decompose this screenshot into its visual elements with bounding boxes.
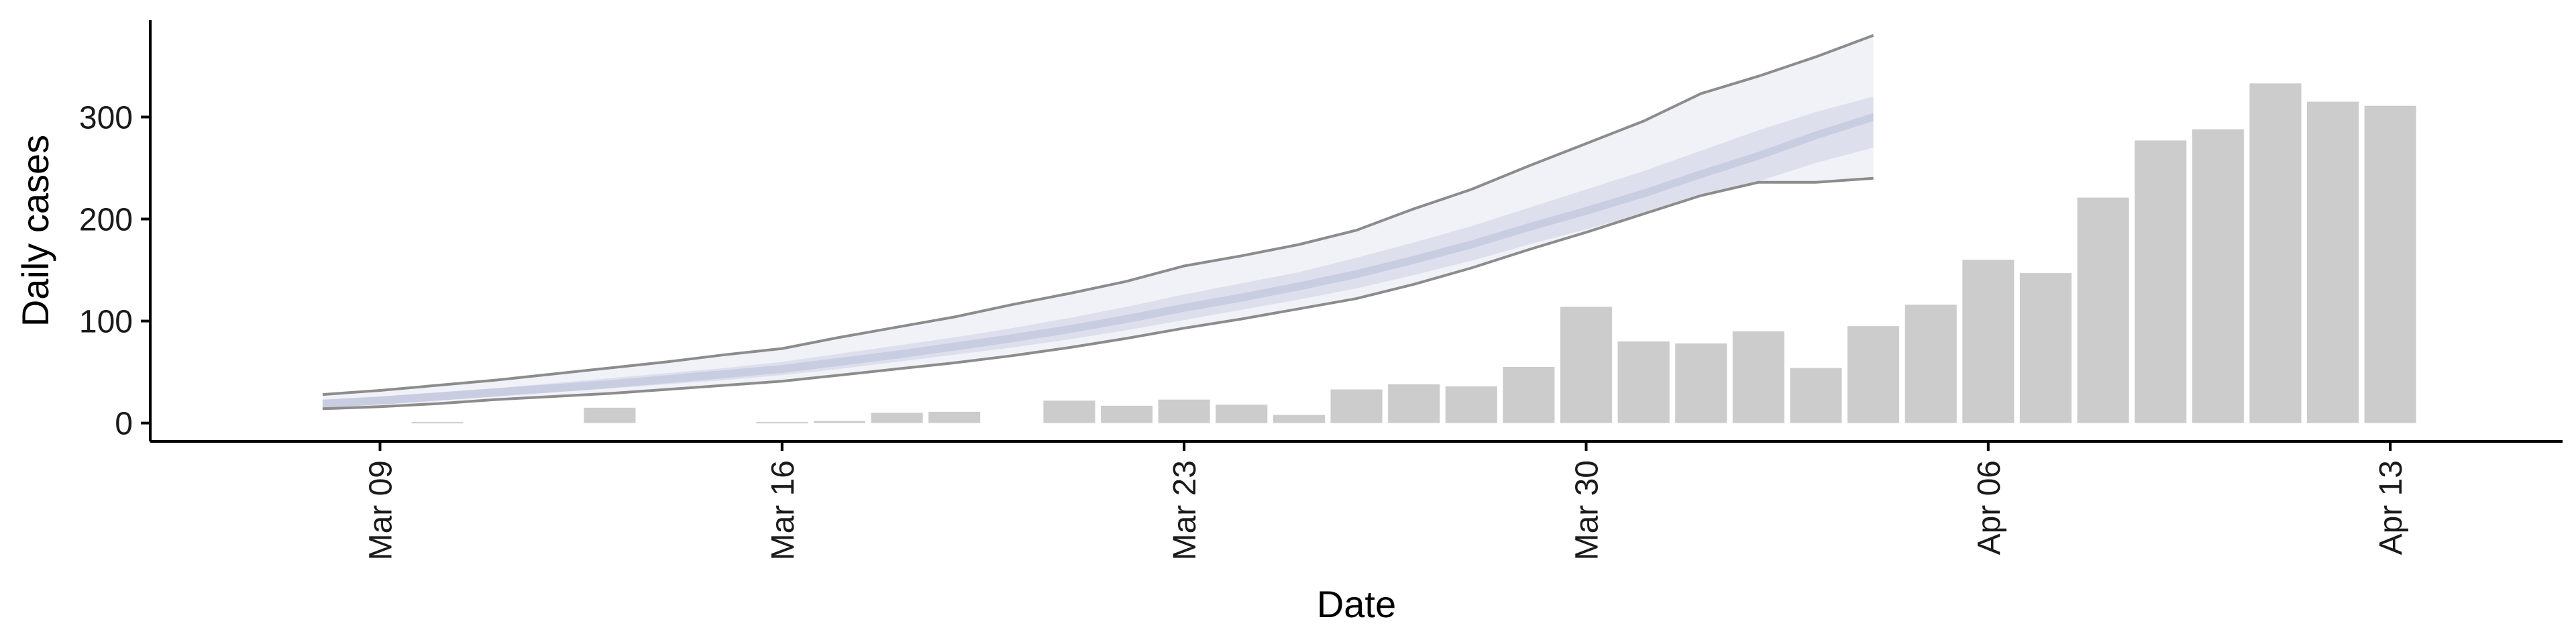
bar-2020-04-07 xyxy=(2019,273,2072,423)
x-tick-label-2020-03-23: Mar 23 xyxy=(1167,460,1203,560)
x-tick-label-2020-03-09: Mar 09 xyxy=(363,460,398,560)
bar-2020-04-10 xyxy=(2192,129,2244,423)
x-ticks: Mar 09 Mar 16 Mar 23 Mar 30 Apr 06 Apr 13 xyxy=(363,441,2409,560)
x-tick-label-2020-03-16: Mar 16 xyxy=(765,460,801,560)
bar-2020-04-05 xyxy=(1904,305,1957,423)
axes xyxy=(149,20,2563,443)
bar-2020-03-23 xyxy=(1158,399,1210,423)
bar-2020-03-27 xyxy=(1388,384,1440,423)
y-tick-label-300: 300 xyxy=(79,100,133,136)
bar-2020-03-21 xyxy=(1043,400,1095,423)
estimate-lower-line xyxy=(322,176,1874,411)
bar-2020-03-26 xyxy=(1330,389,1383,423)
bar-2020-03-16 xyxy=(756,422,808,424)
bar-2020-03-13 xyxy=(584,407,636,423)
bar-2020-04-04 xyxy=(1847,326,1900,423)
bar-2020-03-18 xyxy=(871,413,923,423)
bar-2020-03-10 xyxy=(411,422,464,424)
x-tick-label-2020-03-30: Mar 30 xyxy=(1569,460,1605,560)
estimate-bands xyxy=(322,35,1874,409)
bar-2020-03-30 xyxy=(1560,307,1612,423)
bar-2020-04-11 xyxy=(2249,83,2302,423)
bar-2020-03-24 xyxy=(1216,405,1268,423)
bar-2020-04-03 xyxy=(1790,368,1842,423)
bar-2020-04-02 xyxy=(1732,331,1784,423)
x-tick-label-2020-04-13: Apr 13 xyxy=(2373,460,2409,555)
y-axis-title: Daily cases xyxy=(14,135,56,327)
bar-2020-03-28 xyxy=(1445,386,1497,423)
estimate-upper-line xyxy=(322,34,1874,396)
bar-2020-03-17 xyxy=(813,421,865,423)
bar-2020-04-09 xyxy=(2135,140,2187,423)
bar-2020-03-22 xyxy=(1101,405,1153,423)
bar-2020-03-19 xyxy=(928,411,981,423)
y-ticks: 0 100 200 300 xyxy=(79,100,150,442)
y-tick-label-200: 200 xyxy=(79,203,133,238)
bar-2020-04-12 xyxy=(2307,101,2359,423)
bar-2020-03-25 xyxy=(1273,415,1325,423)
x-axis-title: Date xyxy=(1317,583,1396,625)
estimate-bound-lines xyxy=(322,34,1874,411)
bar-2020-04-01 xyxy=(1675,343,1727,423)
bar-2020-04-08 xyxy=(2077,197,2129,423)
bar-2020-04-13 xyxy=(2364,105,2416,423)
bars-group xyxy=(411,83,2416,424)
x-tick-label-2020-04-06: Apr 06 xyxy=(1972,460,2007,555)
bar-2020-04-06 xyxy=(1962,260,2015,423)
y-tick-label-100: 100 xyxy=(79,305,133,340)
bar-2020-03-29 xyxy=(1503,367,1555,423)
y-tick-label-0: 0 xyxy=(115,407,133,442)
bar-2020-03-31 xyxy=(1617,341,1670,423)
